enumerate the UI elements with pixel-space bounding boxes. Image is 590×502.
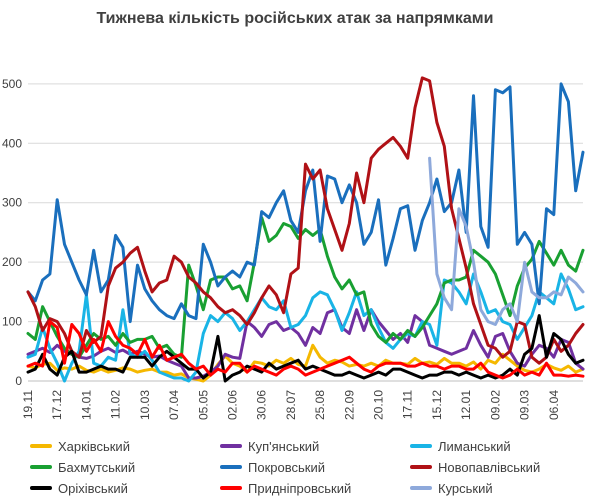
legend-swatch	[410, 465, 432, 469]
legend-item: Харківський	[30, 436, 130, 456]
legend-item: Придніпровський	[220, 478, 351, 498]
x-tick-label: 09.03	[518, 390, 532, 420]
legend-swatch	[410, 486, 432, 490]
legend-item: Оріхівський	[30, 478, 128, 498]
legend-label: Лиманський	[438, 438, 511, 454]
legend-item: Лиманський	[410, 436, 511, 456]
legend-swatch	[220, 465, 242, 469]
x-tick-label: 09.02	[488, 390, 502, 420]
x-tick-label: 02.06	[225, 390, 239, 420]
x-tick-label: 07.04	[167, 390, 181, 420]
x-tick-label: 20.10	[372, 390, 386, 420]
y-tick-label: 400	[2, 136, 22, 150]
x-tick-label: 14.01	[79, 390, 93, 420]
y-tick-label: 500	[2, 77, 22, 91]
series-lines	[26, 76, 585, 383]
legend-label: Покровський	[248, 459, 325, 475]
series-line-8	[428, 156, 585, 326]
y-axis: 0 100 200 300 400 500	[2, 77, 22, 388]
series-line-2	[26, 272, 585, 383]
legend-swatch	[30, 465, 52, 469]
y-tick-label: 200	[2, 255, 22, 269]
chart-title: Тижнева кількість російських атак за нап…	[96, 10, 494, 27]
x-tick-label: 30.06	[255, 390, 269, 420]
legend-swatch	[30, 444, 52, 448]
x-tick-label: 25.08	[313, 390, 327, 420]
series-line-6	[26, 314, 585, 383]
legend-label: Курський	[438, 480, 493, 496]
x-tick-label: 05.05	[196, 390, 210, 420]
x-tick-label: 19.11	[21, 390, 35, 419]
x-tick-label: 06.04	[547, 390, 561, 420]
y-tick-label: 0	[15, 374, 22, 388]
legend-label: Бахмутський	[58, 459, 136, 475]
legend-label: Оріхівський	[58, 480, 128, 496]
series-line-7	[26, 320, 585, 380]
legend-label: Новопавлівський	[438, 459, 541, 475]
legend-label: Харківський	[58, 438, 130, 454]
series-line-0	[26, 343, 585, 383]
legend-swatch	[220, 444, 242, 448]
series-line-4	[26, 82, 585, 324]
legend-item: Курський	[410, 478, 493, 498]
x-tick-label: 17.12	[50, 390, 64, 420]
y-tick-label: 100	[2, 315, 22, 329]
legend-item: Куп'янський	[220, 436, 319, 456]
series-line-5	[26, 76, 585, 365]
x-tick-label: 17.11	[401, 390, 415, 419]
x-axis: 19.11 17.12 14.01 11.02 10.03 07.04 05.05 02.06…	[21, 380, 583, 420]
legend-swatch	[30, 486, 52, 490]
legend-item: Новопавлівський	[410, 457, 540, 477]
legend-item: Покровський	[220, 457, 325, 477]
series-line-1	[26, 308, 585, 380]
x-tick-label: 12.01	[459, 390, 473, 420]
legend-item: Бахмутський	[30, 457, 135, 477]
x-tick-label: 11.02	[109, 390, 123, 419]
legend-swatch	[410, 444, 432, 448]
legend-swatch	[220, 486, 242, 490]
y-tick-label: 300	[2, 196, 22, 210]
x-tick-label: 22.09	[342, 390, 356, 420]
legend-label: Куп'янський	[248, 438, 320, 454]
x-tick-label: 28.07	[284, 390, 298, 420]
legend-label: Придніпровський	[248, 480, 352, 496]
x-tick-label: 15.12	[430, 390, 444, 420]
x-tick-label: 10.03	[138, 390, 152, 420]
series-line-3	[26, 216, 585, 359]
